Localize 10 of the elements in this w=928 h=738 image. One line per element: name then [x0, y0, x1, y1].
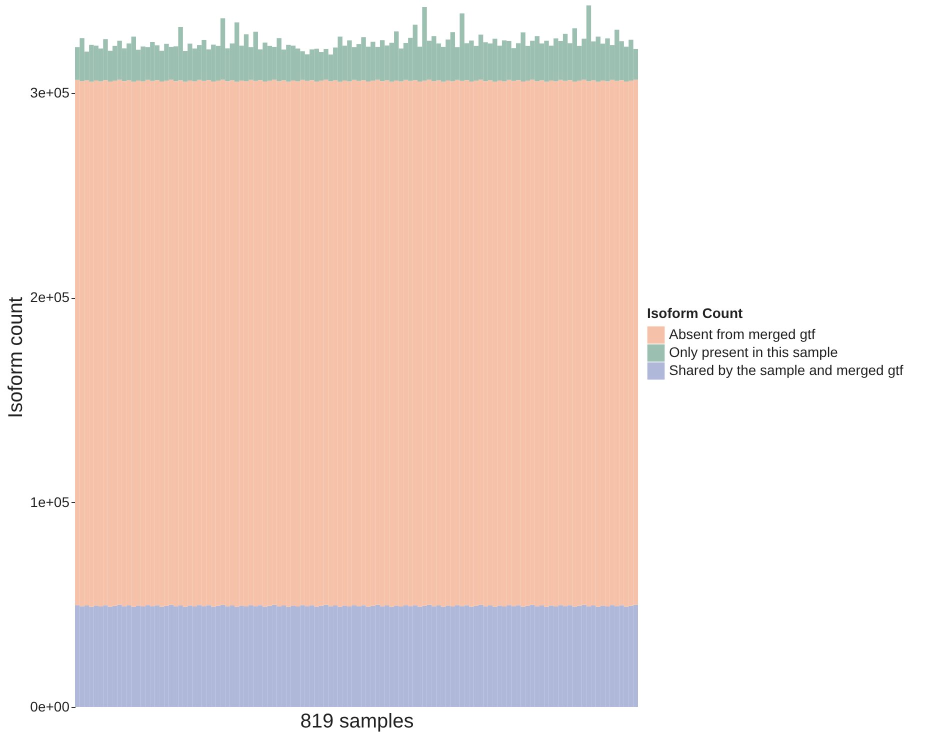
y-tick-label: 3e+05	[30, 84, 70, 100]
legend-label: Absent from merged gtf	[669, 326, 816, 342]
legend-label: Shared by the sample and merged gtf	[669, 362, 904, 378]
x-axis-title: 819 samples	[300, 710, 414, 732]
y-tick-label: 1e+05	[30, 494, 70, 510]
y-tick-label: 0e+00	[30, 698, 70, 714]
y-tick-label: 2e+05	[30, 289, 70, 306]
y-axis-title: Isoform count	[5, 296, 28, 418]
legend-label: Only present in this sample	[669, 344, 838, 360]
legend-title: Isoform Count	[647, 305, 743, 321]
